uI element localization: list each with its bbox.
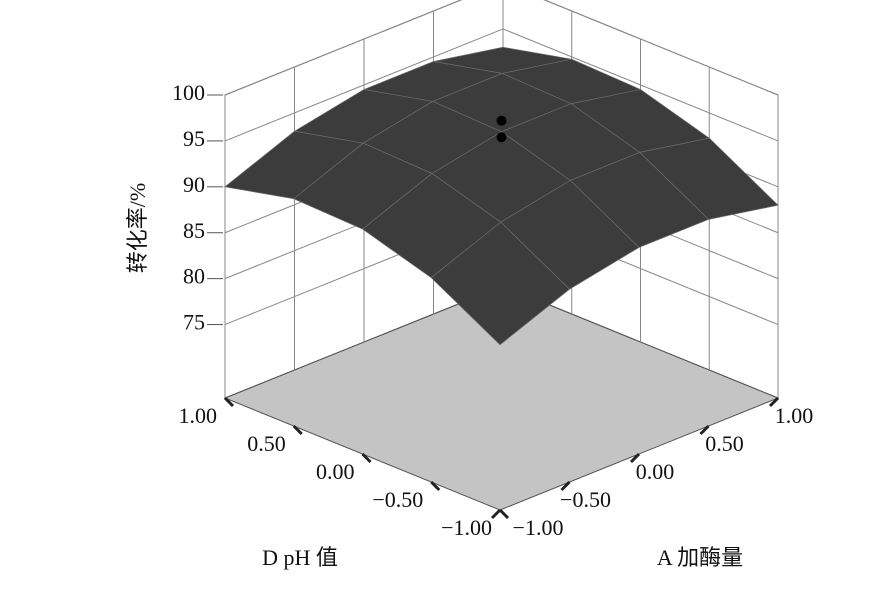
x-tick-label: −1.00 xyxy=(513,515,564,540)
x-axis-label: A 加酶量 xyxy=(657,545,743,570)
z-tick-label: 90 xyxy=(183,172,205,197)
tick-mark xyxy=(560,480,571,492)
z-tick-label: 85 xyxy=(183,218,205,243)
data-point xyxy=(496,132,507,143)
surface-patch xyxy=(430,221,571,346)
z-tick-label: 95 xyxy=(183,126,205,151)
y-tick-label: −0.50 xyxy=(372,487,423,512)
x-tick-label: 0.00 xyxy=(636,459,675,484)
tick-mark xyxy=(629,452,641,464)
tick-mark xyxy=(430,480,441,492)
tick-mark xyxy=(768,396,780,408)
z-tick-label: 100 xyxy=(172,80,205,105)
tick-mark xyxy=(699,424,710,436)
tick-mark xyxy=(361,452,372,464)
y-tick-label: −1.00 xyxy=(441,515,492,540)
y-tick-label: 0.50 xyxy=(247,431,286,456)
tick-mark xyxy=(292,424,303,436)
tick-mark xyxy=(490,508,502,520)
tick-mark xyxy=(498,508,510,520)
x-tick-label: 1.00 xyxy=(775,403,814,428)
z-tick-label: 80 xyxy=(183,264,205,289)
y-axis-label: D pH 值 xyxy=(262,545,338,570)
x-tick-label: 0.50 xyxy=(705,431,744,456)
z-axis-label: 转化率/% xyxy=(125,183,150,273)
y-tick-label: 1.00 xyxy=(179,403,218,428)
data-point xyxy=(496,115,507,126)
y-tick-label: 0.00 xyxy=(316,459,355,484)
tick-mark xyxy=(223,396,235,408)
x-tick-label: −0.50 xyxy=(560,487,611,512)
z-tick-label: 75 xyxy=(183,310,205,335)
